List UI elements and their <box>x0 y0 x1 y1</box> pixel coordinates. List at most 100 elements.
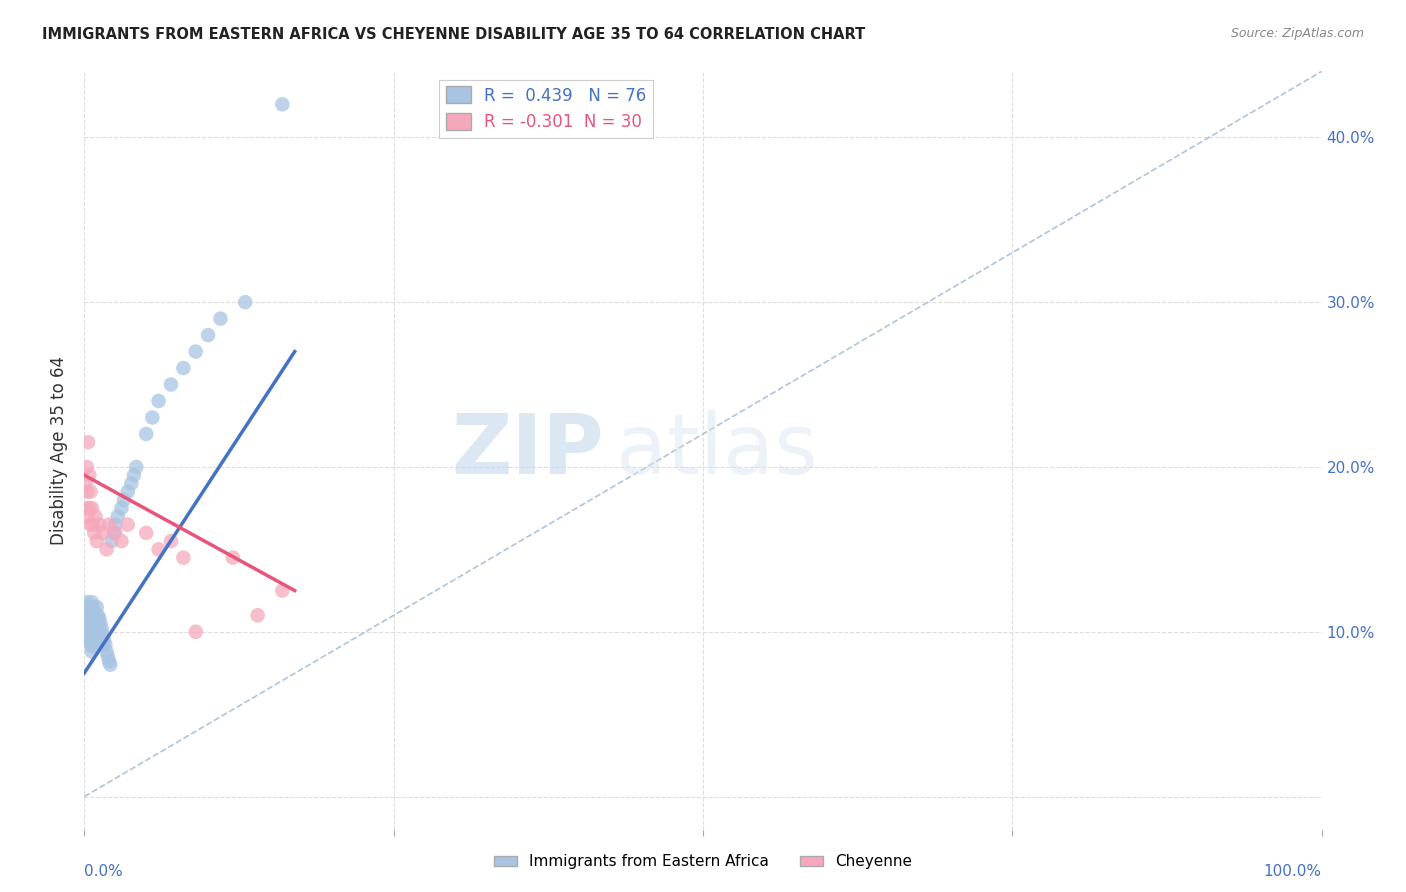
Point <box>76 484 98 499</box>
Point <box>135 525 157 540</box>
Point <box>94 638 117 652</box>
Point <box>80 634 103 648</box>
Point <box>125 459 148 474</box>
Point <box>222 550 245 565</box>
Point <box>90 622 112 636</box>
Point <box>110 501 132 516</box>
Point <box>141 410 163 425</box>
Point <box>112 492 135 507</box>
Point <box>77 628 100 642</box>
Point <box>75 476 97 491</box>
Point <box>148 542 170 557</box>
Point <box>93 633 115 648</box>
Point <box>76 595 98 609</box>
Point <box>184 624 207 639</box>
Point <box>148 394 170 409</box>
Point <box>79 633 101 648</box>
Point <box>172 361 194 376</box>
Point <box>122 468 145 483</box>
Point <box>98 517 121 532</box>
Point <box>120 476 142 491</box>
Point <box>184 344 207 359</box>
Point <box>79 600 101 615</box>
Point <box>91 628 114 642</box>
Point <box>97 649 120 664</box>
Point <box>80 624 103 639</box>
Point <box>76 459 98 474</box>
Point <box>89 517 111 532</box>
Point <box>86 632 108 646</box>
Point <box>79 517 101 532</box>
Point <box>86 611 108 625</box>
Point <box>197 328 219 343</box>
Text: 0.0%: 0.0% <box>84 863 124 879</box>
Text: Source: ZipAtlas.com: Source: ZipAtlas.com <box>1230 27 1364 40</box>
Point <box>83 525 105 540</box>
Point <box>75 611 97 625</box>
Point <box>82 620 104 634</box>
Point <box>79 638 101 652</box>
Point <box>98 657 121 672</box>
Point <box>110 534 132 549</box>
Point <box>84 622 107 636</box>
Point <box>117 484 139 499</box>
Point <box>75 618 97 632</box>
Point <box>100 534 122 549</box>
Point <box>77 611 100 625</box>
Point <box>82 640 104 654</box>
Point <box>104 517 127 532</box>
Point <box>89 628 111 642</box>
Y-axis label: Disability Age 35 to 64: Disability Age 35 to 64 <box>51 356 69 545</box>
Point <box>83 616 105 631</box>
Point <box>76 608 98 623</box>
Point <box>271 583 294 598</box>
Point <box>89 624 111 639</box>
Point <box>96 542 118 557</box>
Point <box>160 377 183 392</box>
Point <box>79 501 101 516</box>
Point <box>104 525 127 540</box>
Legend: Immigrants from Eastern Africa, Cheyenne: Immigrants from Eastern Africa, Cheyenne <box>488 848 918 875</box>
Point <box>80 644 103 658</box>
Point <box>82 630 104 644</box>
Point <box>91 638 114 652</box>
Point <box>84 611 107 625</box>
Point <box>83 605 105 619</box>
Point <box>89 616 111 631</box>
Point <box>80 615 103 629</box>
Point <box>75 501 97 516</box>
Point <box>246 608 269 623</box>
Point <box>79 613 101 627</box>
Point <box>80 501 103 516</box>
Point <box>80 595 103 609</box>
Text: ZIP: ZIP <box>451 410 605 491</box>
Point <box>89 611 111 625</box>
Point <box>271 97 294 112</box>
Point <box>77 622 100 636</box>
Text: atlas: atlas <box>616 410 818 491</box>
Point <box>233 295 256 310</box>
Point <box>84 509 107 524</box>
Point <box>98 655 121 669</box>
Point <box>77 509 100 524</box>
Point <box>79 630 101 644</box>
Point <box>135 427 157 442</box>
Point <box>91 525 114 540</box>
Point <box>79 603 101 617</box>
Point <box>76 615 98 629</box>
Point <box>79 611 101 625</box>
Point <box>82 610 104 624</box>
Point <box>107 509 129 524</box>
Point <box>172 550 194 565</box>
Point <box>96 644 118 658</box>
Point <box>79 620 101 634</box>
Point <box>80 605 103 619</box>
Point <box>103 525 125 540</box>
Text: IMMIGRANTS FROM EASTERN AFRICA VS CHEYENNE DISABILITY AGE 35 TO 64 CORRELATION C: IMMIGRANTS FROM EASTERN AFRICA VS CHEYEN… <box>42 27 866 42</box>
Point <box>86 534 108 549</box>
Point <box>87 608 110 623</box>
Point <box>77 633 100 648</box>
Point <box>79 622 101 636</box>
Point <box>79 484 101 499</box>
Point <box>76 624 98 639</box>
